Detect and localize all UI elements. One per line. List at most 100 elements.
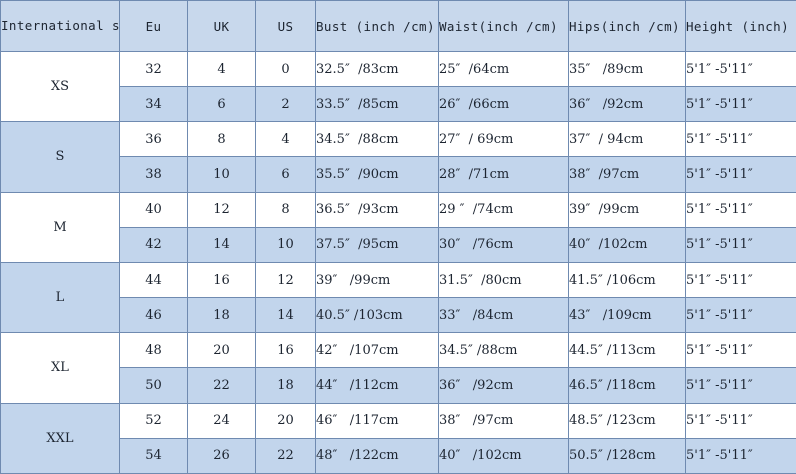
cell-bust: 35.5″ /90cm <box>315 156 439 193</box>
table-row: 42 14 10 37.5″ /95cm 30″ /76cm 40″ /102cm 5'1″… <box>1 226 796 263</box>
cell-eu: 40 <box>119 191 188 228</box>
cell-us: 4 <box>255 121 316 158</box>
cell-bust: 32.5″ /83cm <box>315 50 439 88</box>
cell-height: 5'1″ -5'11″ <box>685 191 796 228</box>
table-row: XS 32 4 0 32.5″ /83cm 25″ /64cm 35″ /89cm 5'1″ … <box>0 50 796 123</box>
cell-waist: 36″ /92cm <box>438 367 569 404</box>
cell-us: 8 <box>255 191 316 228</box>
cell-bust: 48″ /122cm <box>315 437 439 474</box>
table-header-row: International size Eu UK US Bust (inch /… <box>0 0 796 52</box>
cell-uk: 10 <box>187 156 256 193</box>
cell-us: 16 <box>255 332 316 369</box>
cell-uk: 20 <box>187 332 256 369</box>
size-label-cell: M <box>0 191 120 263</box>
cell-hips: 40″ /102cm <box>568 226 686 263</box>
cell-waist: 34.5″ /88cm <box>438 332 569 369</box>
column-header-uk: UK <box>187 0 256 52</box>
column-header-international-size: International size <box>0 0 120 52</box>
cell-us: 22 <box>255 437 316 474</box>
cell-uk: 26 <box>187 437 256 474</box>
cell-height: 5'1″ -5'11″ <box>685 226 796 263</box>
cell-height: 5'1″ -5'11″ <box>685 297 796 334</box>
cell-hips: 43″ /109cm <box>568 297 686 334</box>
cell-us: 20 <box>255 402 316 439</box>
cell-height: 5'1″ -5'11″ <box>685 86 796 123</box>
cell-bust: 44″ /112cm <box>315 367 439 404</box>
cell-us: 14 <box>255 297 316 334</box>
column-header-bust: Bust (inch /cm) <box>315 0 439 52</box>
cell-height: 5'1″ -5'11″ <box>685 367 796 404</box>
cell-eu: 48 <box>119 332 188 369</box>
cell-uk: 16 <box>187 261 256 299</box>
cell-bust: 34.5″ /88cm <box>315 121 439 158</box>
cell-us: 2 <box>255 86 316 123</box>
cell-bust: 39″ /99cm <box>315 261 439 299</box>
size-label-cell: XXL <box>0 402 120 474</box>
table-body: XS 32 4 0 32.5″ /83cm 25″ /64cm 35″ /89cm 5'1″ … <box>0 50 796 474</box>
cell-height: 5'1″ -5'11″ <box>685 437 796 474</box>
cell-us: 0 <box>255 50 316 88</box>
cell-bust: 36.5″ /93cm <box>315 191 439 228</box>
table-row: 34 6 2 33.5″ /85cm 26″ /66cm 36″ /92cm 5'1″ -5… <box>1 86 796 123</box>
cell-waist: 29 ″ /74cm <box>438 191 569 228</box>
column-header-height: Height (inch) <box>685 0 796 52</box>
cell-waist: 33″ /84cm <box>438 297 569 334</box>
cell-waist: 31.5″ /80cm <box>438 261 569 299</box>
table-row: XL 48 20 16 42″ /107cm 34.5″ /88cm 44.5″ /113c… <box>0 332 796 404</box>
cell-us: 6 <box>255 156 316 193</box>
cell-waist: 40″ /102cm <box>438 437 569 474</box>
cell-height: 5'1″ -5'11″ <box>685 121 796 158</box>
cell-uk: 6 <box>187 86 256 123</box>
cell-eu: 34 <box>119 86 188 123</box>
cell-bust: 33.5″ /85cm <box>315 86 439 123</box>
table-row: 46 18 14 40.5″ /103cm 33″ /84cm 43″ /109cm 5'1… <box>1 297 796 334</box>
cell-eu: 46 <box>119 297 188 334</box>
cell-hips: 46.5″ /118cm <box>568 367 686 404</box>
cell-waist: 30″ /76cm <box>438 226 569 263</box>
cell-eu: 32 <box>119 50 188 88</box>
column-header-us: US <box>255 0 316 52</box>
cell-waist: 28″ /71cm <box>438 156 569 193</box>
cell-eu: 52 <box>119 402 188 439</box>
cell-hips: 38″ /97cm <box>568 156 686 193</box>
cell-uk: 4 <box>187 50 256 88</box>
cell-hips: 50.5″ /128cm <box>568 437 686 474</box>
size-label-cell: S <box>0 121 120 193</box>
cell-eu: 54 <box>119 437 188 474</box>
cell-waist: 38″ /97cm <box>438 402 569 439</box>
cell-bust: 46″ /117cm <box>315 402 439 439</box>
column-header-eu: Eu <box>119 0 188 52</box>
table-row: 38 10 6 35.5″ /90cm 28″ /71cm 38″ /97cm 5'1″ -… <box>1 156 796 193</box>
cell-uk: 24 <box>187 402 256 439</box>
column-header-hips: Hips(inch /cm) <box>568 0 686 52</box>
size-label-cell: XS <box>0 50 120 123</box>
cell-height: 5'1″ -5'11″ <box>685 50 796 88</box>
size-label-cell: L <box>0 261 120 334</box>
cell-uk: 18 <box>187 297 256 334</box>
table-row: S 36 8 4 34.5″ /88cm 27″ / 69cm 37″ / 94cm 5'1″… <box>0 121 796 193</box>
cell-us: 18 <box>255 367 316 404</box>
cell-uk: 14 <box>187 226 256 263</box>
cell-eu: 42 <box>119 226 188 263</box>
cell-uk: 22 <box>187 367 256 404</box>
cell-uk: 8 <box>187 121 256 158</box>
table-row: XXL 52 24 20 46″ /117cm 38″ /97cm 48.5″ /123cm… <box>0 402 796 474</box>
cell-bust: 42″ /107cm <box>315 332 439 369</box>
cell-height: 5'1″ -5'11″ <box>685 156 796 193</box>
cell-hips: 37″ / 94cm <box>568 121 686 158</box>
cell-eu: 38 <box>119 156 188 193</box>
cell-uk: 12 <box>187 191 256 228</box>
cell-height: 5'1″ -5'11″ <box>685 332 796 369</box>
table-row: M 40 12 8 36.5″ /93cm 29 ″ /74cm 39″ /99cm 5'1″… <box>0 191 796 263</box>
cell-us: 10 <box>255 226 316 263</box>
cell-height: 5'1″ -5'11″ <box>685 402 796 439</box>
cell-waist: 26″ /66cm <box>438 86 569 123</box>
cell-hips: 35″ /89cm <box>568 50 686 88</box>
cell-eu: 44 <box>119 261 188 299</box>
table-row: 54 26 22 48″ /122cm 40″ /102cm 50.5″ /128cm 5'… <box>1 437 796 474</box>
cell-hips: 44.5″ /113cm <box>568 332 686 369</box>
cell-hips: 36″ /92cm <box>568 86 686 123</box>
size-label-cell: XL <box>0 332 120 404</box>
table-row: L 44 16 12 39″ /99cm 31.5″ /80cm 41.5″ /106cm 5… <box>0 261 796 334</box>
